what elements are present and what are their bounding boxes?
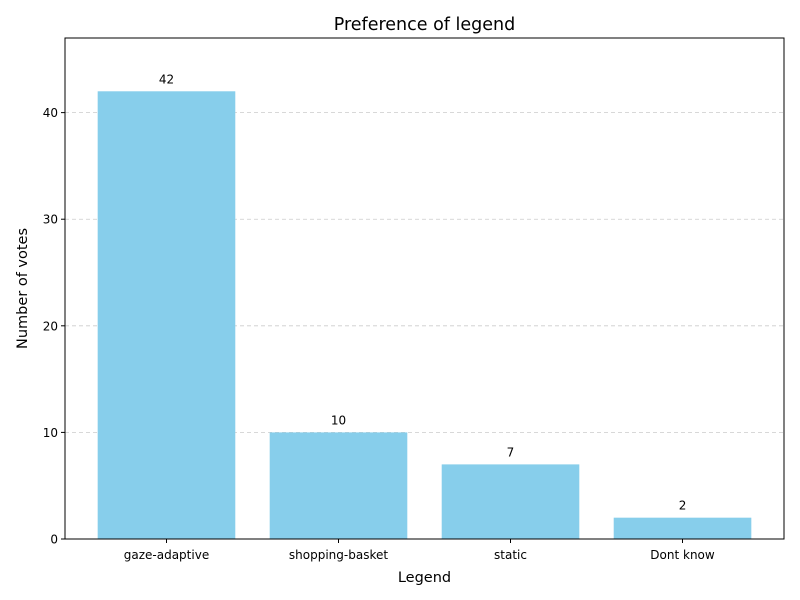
y-tick-label: 40 <box>43 106 58 120</box>
bar <box>269 432 408 539</box>
x-tick-label: gaze-adaptive <box>124 548 209 562</box>
bar <box>613 517 752 539</box>
data-labels: 42 10 7 2 <box>159 72 686 512</box>
chart-title: Preference of legend <box>334 15 516 35</box>
bar <box>441 464 580 539</box>
x-axis-ticks: gaze-adaptive shopping-basket static Dont k… <box>124 539 715 562</box>
bar-value-label: 7 <box>507 445 515 459</box>
x-tick-label: static <box>494 548 527 562</box>
bar-value-label: 42 <box>159 72 174 86</box>
bar-value-label: 2 <box>679 499 687 513</box>
plot-frame <box>64 37 785 540</box>
y-axis-ticks: 0 10 20 30 40 <box>43 106 65 547</box>
x-tick-label: shopping-basket <box>289 548 388 562</box>
y-axis-label: Number of votes <box>15 228 31 349</box>
y-tick-label: 10 <box>43 426 58 440</box>
y-tick-label: 20 <box>43 319 58 333</box>
bar <box>97 91 236 539</box>
bars <box>97 91 752 539</box>
bar-value-label: 10 <box>331 413 346 427</box>
x-tick-label: Dont know <box>650 548 715 562</box>
x-axis-label: Legend <box>398 570 451 586</box>
y-tick-label: 30 <box>43 213 58 227</box>
y-tick-label: 0 <box>50 533 58 547</box>
